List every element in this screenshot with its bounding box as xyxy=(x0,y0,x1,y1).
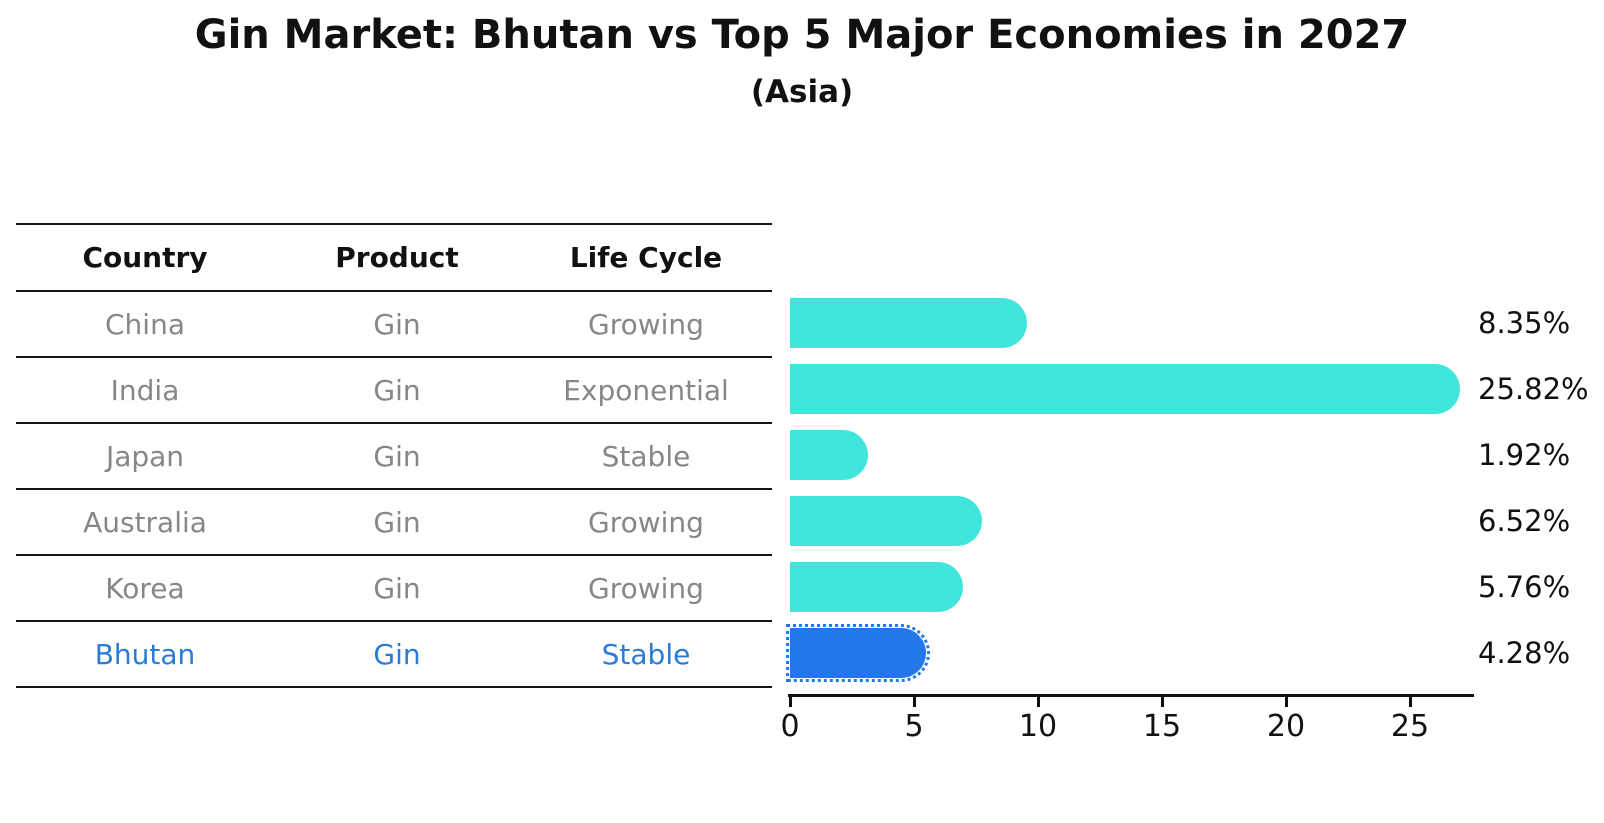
table-header-row: Country Product Life Cycle xyxy=(16,225,772,292)
value-label-australia: 6.52% xyxy=(1478,504,1571,538)
cell-life-cycle: Growing xyxy=(588,505,704,539)
table-header-country: Country xyxy=(82,241,208,274)
x-tick-label-5: 5 xyxy=(904,709,924,744)
x-tick-15 xyxy=(1160,697,1164,707)
chart-title: Gin Market: Bhutan vs Top 5 Major Econom… xyxy=(194,12,1410,58)
x-tick-0 xyxy=(788,697,792,707)
cell-country: China xyxy=(105,307,185,341)
x-tick-label-0: 0 xyxy=(780,709,800,744)
x-tick-label-15: 15 xyxy=(1142,709,1182,744)
value-label-china: 8.35% xyxy=(1478,306,1571,340)
table-row-korea: Korea Gin Growing xyxy=(16,556,772,622)
cell-product: Gin xyxy=(373,637,421,671)
value-label-india: 25.82% xyxy=(1478,372,1589,406)
cell-country: Japan xyxy=(105,439,185,473)
cell-life-cycle: Growing xyxy=(588,307,704,341)
table-row-china: China Gin Growing xyxy=(16,292,772,358)
x-tick-label-25: 25 xyxy=(1390,709,1430,744)
cell-country: Bhutan xyxy=(94,637,196,671)
bar-australia xyxy=(790,496,982,546)
cell-product: Gin xyxy=(373,439,421,473)
cell-life-cycle: Stable xyxy=(601,439,691,473)
bar-bhutan xyxy=(785,624,931,682)
x-tick-label-10: 10 xyxy=(1018,709,1058,744)
table-row-bhutan: Bhutan Gin Stable xyxy=(16,622,772,688)
cell-product: Gin xyxy=(373,373,421,407)
value-label-bhutan: 4.28% xyxy=(1478,636,1571,670)
table-header-product: Product xyxy=(335,241,459,274)
table-body: China Gin Growing India Gin Exponential Japan G… xyxy=(16,292,772,688)
cell-life-cycle: Exponential xyxy=(563,373,729,407)
value-label-japan: 1.92% xyxy=(1478,438,1571,472)
x-tick-10 xyxy=(1036,697,1040,707)
x-tick-25 xyxy=(1408,697,1412,707)
table-header-life-cycle: Life Cycle xyxy=(569,241,723,274)
bar-india xyxy=(790,364,1461,414)
value-label-korea: 5.76% xyxy=(1478,570,1571,604)
bar-china xyxy=(790,298,1028,348)
cell-life-cycle: Stable xyxy=(601,637,691,671)
country-table: Country Product Life Cycle China Gin Growi… xyxy=(16,223,772,688)
chart-subtitle: (Asia) xyxy=(750,74,854,110)
cell-country: Korea xyxy=(105,571,185,605)
bar-japan xyxy=(790,430,868,480)
cell-product: Gin xyxy=(373,571,421,605)
x-axis-line xyxy=(788,694,1474,697)
cell-product: Gin xyxy=(373,505,421,539)
x-tick-5 xyxy=(912,697,916,707)
cell-country: India xyxy=(110,373,180,407)
x-tick-label-20: 20 xyxy=(1266,709,1306,744)
cell-country: Australia xyxy=(83,505,207,539)
table-row-australia: Australia Gin Growing xyxy=(16,490,772,556)
bar-korea xyxy=(790,562,963,612)
cell-product: Gin xyxy=(373,307,421,341)
cell-life-cycle: Growing xyxy=(588,571,704,605)
table-row-japan: Japan Gin Stable xyxy=(16,424,772,490)
x-tick-20 xyxy=(1284,697,1288,707)
table-row-india: India Gin Exponential xyxy=(16,358,772,424)
